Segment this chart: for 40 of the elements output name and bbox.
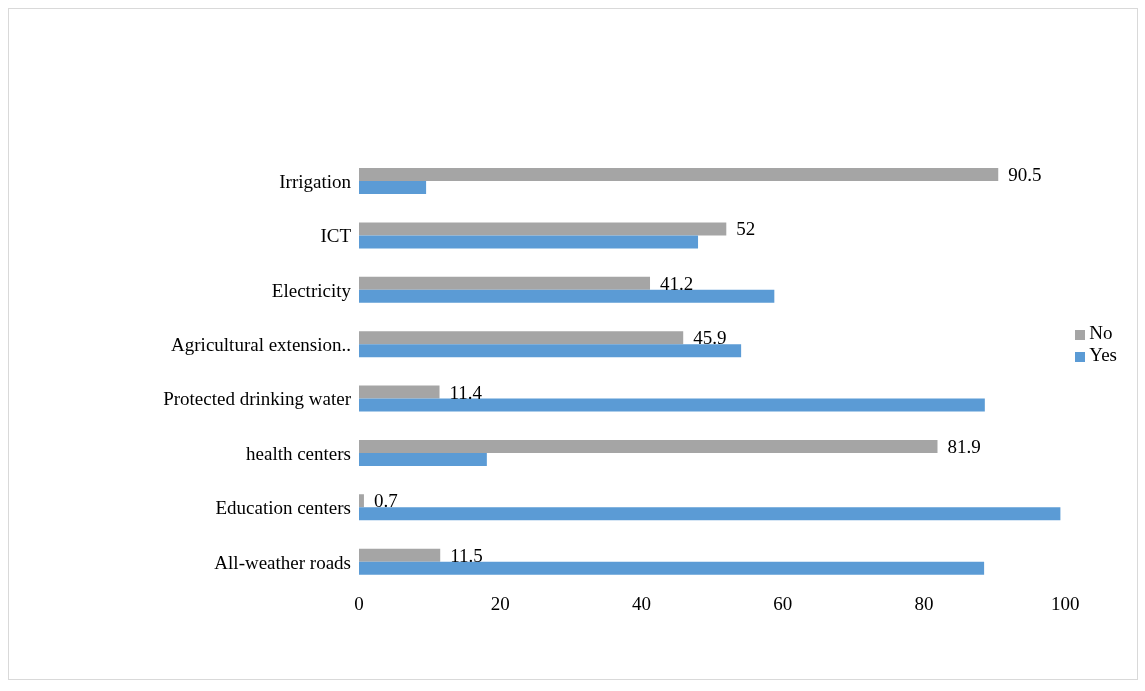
bar — [359, 507, 1061, 521]
bar — [359, 385, 440, 399]
bar — [359, 181, 427, 194]
y-tick-label: Irrigation — [279, 170, 352, 192]
x-tick-label: 80 — [914, 593, 934, 615]
y-tick-label: Protected drinking water — [163, 388, 352, 410]
bar — [359, 289, 775, 303]
bar — [359, 561, 985, 575]
bar — [359, 548, 441, 562]
y-tick-label: Education centers — [215, 497, 351, 519]
bar — [359, 494, 364, 508]
bar — [359, 222, 727, 236]
data-label: 11.5 — [450, 544, 483, 566]
bar — [359, 276, 651, 290]
data-label: 52 — [736, 218, 756, 240]
y-tick-label: All-weather roads — [214, 551, 351, 573]
y-tick-label: ICT — [320, 225, 352, 247]
data-label: 11.4 — [449, 381, 483, 403]
x-tick-label: 60 — [773, 593, 793, 615]
bar — [359, 344, 742, 358]
bar — [359, 168, 999, 181]
data-label: 81.9 — [947, 435, 981, 457]
bar — [359, 398, 985, 412]
legend-label: No — [1089, 322, 1113, 343]
x-tick-label: 20 — [490, 593, 510, 615]
x-tick-label: 40 — [632, 593, 652, 615]
x-tick-label: 100 — [1051, 593, 1080, 615]
data-label: 41.2 — [660, 272, 694, 294]
y-tick-label: Agricultural extension.. — [171, 334, 351, 356]
x-tick-label: 0 — [354, 593, 364, 615]
data-label: 0.7 — [373, 490, 398, 512]
bar — [359, 331, 684, 345]
legend-label: Yes — [1089, 344, 1117, 365]
bar — [359, 439, 938, 453]
data-label: 90.5 — [1008, 164, 1042, 185]
bar — [359, 452, 487, 466]
data-label: 45.9 — [693, 327, 727, 349]
bar — [359, 235, 699, 249]
y-tick-label: health centers — [246, 442, 351, 464]
y-tick-label: Electricity — [271, 279, 352, 301]
